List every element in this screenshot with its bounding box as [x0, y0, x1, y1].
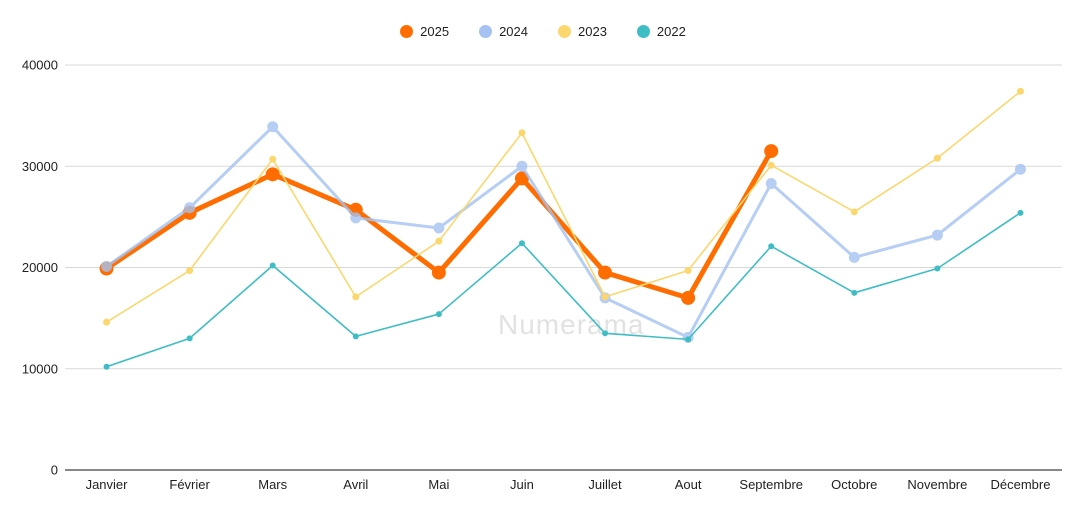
svg-text:Janvier: Janvier	[86, 477, 129, 492]
legend-item-2025[interactable]: 2025	[400, 24, 449, 39]
series-2022-point[interactable]	[186, 335, 193, 342]
legend-dot-2023-icon	[558, 25, 571, 38]
series-2022	[103, 209, 1024, 370]
svg-text:40000: 40000	[22, 58, 58, 73]
svg-text:20000: 20000	[22, 260, 58, 275]
svg-text:Mars: Mars	[258, 477, 287, 492]
svg-text:Juin: Juin	[510, 477, 534, 492]
series-2022-point[interactable]	[435, 311, 442, 318]
x-axis-labels: Janvier Février Mars Avril Mai Juin Juillet Aou…	[86, 477, 1051, 492]
svg-text:10000: 10000	[22, 361, 58, 376]
series-2022-point[interactable]	[352, 333, 359, 340]
legend-dot-2024-icon	[479, 25, 493, 38]
legend-label-2024: 2024	[499, 24, 528, 39]
gridlines	[65, 64, 1062, 471]
legend-item-2023[interactable]: 2023	[558, 24, 607, 39]
series-2025-point[interactable]	[431, 265, 446, 280]
series-2023-point[interactable]	[269, 155, 277, 163]
series-2024-point[interactable]	[350, 212, 362, 224]
svg-text:0: 0	[51, 463, 58, 478]
series-2023	[103, 87, 1024, 326]
series-2024-line	[105, 125, 1022, 339]
legend-item-2024[interactable]: 2024	[479, 24, 528, 39]
series-2023-point[interactable]	[684, 267, 692, 275]
series-2024-point[interactable]	[765, 177, 777, 189]
series-2024-point[interactable]	[1014, 163, 1026, 175]
series-2023-point[interactable]	[767, 161, 775, 169]
series-2023-line	[105, 90, 1022, 323]
series-2023-point[interactable]	[186, 267, 194, 275]
series-2022-point[interactable]	[934, 265, 941, 272]
series-2025-point[interactable]	[598, 265, 613, 280]
series-2023-point[interactable]	[933, 154, 941, 162]
series-2024-point[interactable]	[931, 229, 943, 241]
svg-text:Octobre: Octobre	[831, 477, 877, 492]
series-2022-point[interactable]	[518, 240, 525, 247]
series-2023-point[interactable]	[103, 318, 111, 326]
series-2025-point[interactable]	[514, 171, 529, 186]
svg-text:Février: Février	[169, 477, 210, 492]
legend-label-2023: 2023	[578, 24, 607, 39]
series-2022-point[interactable]	[1017, 209, 1024, 216]
series-2022-point[interactable]	[103, 363, 110, 370]
legend-label-2025: 2025	[420, 24, 450, 39]
series-2024-point[interactable]	[101, 260, 113, 272]
legend-dot-2025-icon	[400, 25, 414, 38]
svg-text:30000: 30000	[22, 159, 58, 174]
svg-text:Novembre: Novembre	[907, 477, 967, 492]
series-2023-point[interactable]	[352, 293, 360, 301]
svg-text:Juillet: Juillet	[588, 477, 622, 492]
series-2023-point[interactable]	[1016, 87, 1024, 95]
series-2024-point[interactable]	[184, 202, 196, 214]
svg-text:Décembre: Décembre	[990, 477, 1050, 492]
series-2025-point[interactable]	[265, 167, 280, 182]
series-2022-point[interactable]	[851, 289, 858, 296]
series-2022-line	[105, 212, 1022, 368]
series-2022-point[interactable]	[768, 243, 775, 250]
legend-item-2022[interactable]: 2022	[636, 24, 686, 39]
legend-label-2022: 2022	[656, 24, 686, 39]
svg-text:Avril: Avril	[343, 477, 368, 492]
svg-text:Mai: Mai	[428, 477, 449, 492]
y-axis-labels: 0 10000 20000 30000 40000	[22, 58, 58, 478]
series-2024-point[interactable]	[848, 251, 860, 263]
series-2024-point[interactable]	[433, 222, 445, 234]
series-2024	[101, 121, 1026, 343]
svg-text:Aout: Aout	[675, 477, 702, 492]
series-2023-point[interactable]	[601, 293, 609, 301]
series-2022-point[interactable]	[685, 336, 692, 343]
svg-text:Septembre: Septembre	[739, 477, 803, 492]
series-2023-point[interactable]	[518, 129, 526, 137]
series-2022-point[interactable]	[602, 330, 609, 337]
series-2025-point[interactable]	[681, 290, 696, 305]
series-2023-point[interactable]	[850, 208, 858, 216]
series-2024-point[interactable]	[267, 121, 279, 133]
series-2023-point[interactable]	[435, 237, 443, 245]
chart-legend: 2025 2024 2023 2022	[0, 24, 1086, 39]
series-2022-point[interactable]	[269, 262, 276, 269]
series-2025-point[interactable]	[764, 144, 779, 159]
series-2024-point[interactable]	[516, 160, 528, 172]
legend-dot-2022-icon	[636, 25, 650, 38]
